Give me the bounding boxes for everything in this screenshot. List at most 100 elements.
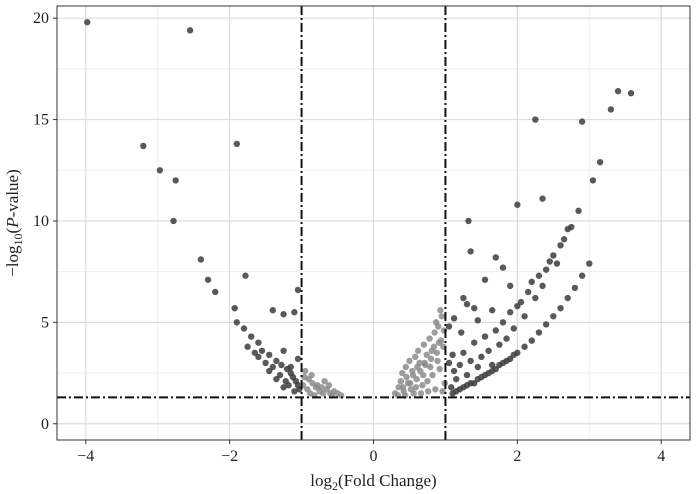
data-point: [436, 365, 443, 373]
data-point: [197, 256, 205, 263]
data-point: [280, 311, 287, 318]
data-point: [265, 351, 273, 359]
data-point: [231, 304, 238, 312]
data-point: [403, 373, 410, 381]
data-point: [453, 375, 460, 383]
data-point: [550, 313, 557, 320]
data-point: [419, 371, 427, 379]
data-point: [262, 359, 269, 367]
data-point: [535, 272, 543, 279]
y-tick-label: 20: [33, 10, 49, 27]
data-point: [449, 351, 456, 359]
data-point: [506, 309, 514, 316]
data-point: [467, 380, 474, 387]
data-point: [424, 377, 431, 385]
data-point: [242, 272, 249, 279]
data-point: [460, 349, 467, 356]
data-point: [532, 116, 539, 123]
data-point: [429, 371, 436, 379]
data-point: [294, 286, 302, 294]
data-point: [421, 359, 428, 367]
data-point: [397, 377, 405, 385]
data-point: [560, 236, 568, 243]
data-point: [406, 357, 413, 365]
data-point: [517, 298, 525, 306]
data-point: [460, 294, 467, 302]
data-point: [481, 371, 489, 379]
data-point: [318, 384, 325, 391]
data-point: [413, 375, 420, 383]
data-point: [414, 363, 421, 371]
data-point: [568, 223, 575, 231]
y-axis-title: −log10(P-value): [3, 169, 25, 277]
data-point: [474, 317, 482, 324]
data-point: [412, 384, 420, 391]
data-point: [474, 363, 482, 371]
data-point: [233, 140, 241, 148]
major-grid: [57, 6, 690, 440]
y-axis-title-rest: -value): [3, 169, 22, 217]
data-point: [399, 384, 407, 391]
x-tick-label: 2: [513, 448, 521, 465]
data-point: [503, 357, 510, 365]
y-axis-title-italic: P: [3, 217, 22, 228]
data-point: [578, 272, 586, 279]
data-point: [542, 266, 550, 273]
data-point: [240, 325, 248, 332]
data-point: [258, 347, 266, 354]
x-tick-label: −2: [221, 448, 238, 465]
data-point: [532, 294, 539, 302]
data-point: [291, 388, 298, 395]
x-axis-title-subscript: 2: [332, 479, 338, 493]
data-point: [450, 367, 458, 375]
data-point: [439, 388, 446, 395]
data-point: [450, 315, 458, 322]
data-point: [539, 282, 546, 290]
y-tick-label: 15: [33, 112, 49, 129]
data-point: [437, 307, 444, 314]
data-point: [433, 349, 440, 356]
data-point: [186, 27, 194, 34]
data-point: [607, 106, 615, 113]
x-axis-title-log: log: [310, 471, 332, 490]
data-points: [84, 19, 635, 399]
data-point: [445, 323, 453, 330]
data-point: [445, 359, 453, 367]
data-point: [412, 353, 419, 361]
data-point: [510, 325, 517, 332]
data-point: [420, 341, 428, 348]
data-point: [301, 373, 308, 381]
y-tick-label: 5: [41, 314, 49, 331]
data-point: [521, 313, 528, 320]
data-point: [427, 363, 434, 371]
data-point: [474, 375, 482, 383]
data-point: [273, 357, 280, 365]
data-point: [432, 319, 440, 326]
data-point: [478, 353, 485, 361]
data-point: [539, 195, 546, 202]
data-point: [285, 382, 292, 389]
data-point: [481, 276, 489, 283]
data-point: [402, 363, 410, 371]
data-point: [492, 254, 499, 261]
data-point: [564, 294, 571, 302]
data-point: [467, 357, 474, 365]
x-tick-label: −4: [77, 448, 94, 465]
data-point: [406, 380, 414, 387]
data-point: [528, 337, 535, 344]
data-point: [427, 355, 435, 363]
data-point: [410, 390, 417, 397]
data-point: [248, 333, 255, 340]
data-point: [409, 367, 416, 375]
data-point: [280, 347, 287, 354]
data-point: [431, 329, 438, 336]
data-point: [447, 384, 455, 391]
data-point: [438, 313, 446, 320]
data-point: [417, 390, 425, 397]
data-point: [460, 384, 467, 391]
data-point: [435, 339, 443, 346]
data-point: [456, 361, 464, 369]
data-point: [423, 351, 430, 359]
